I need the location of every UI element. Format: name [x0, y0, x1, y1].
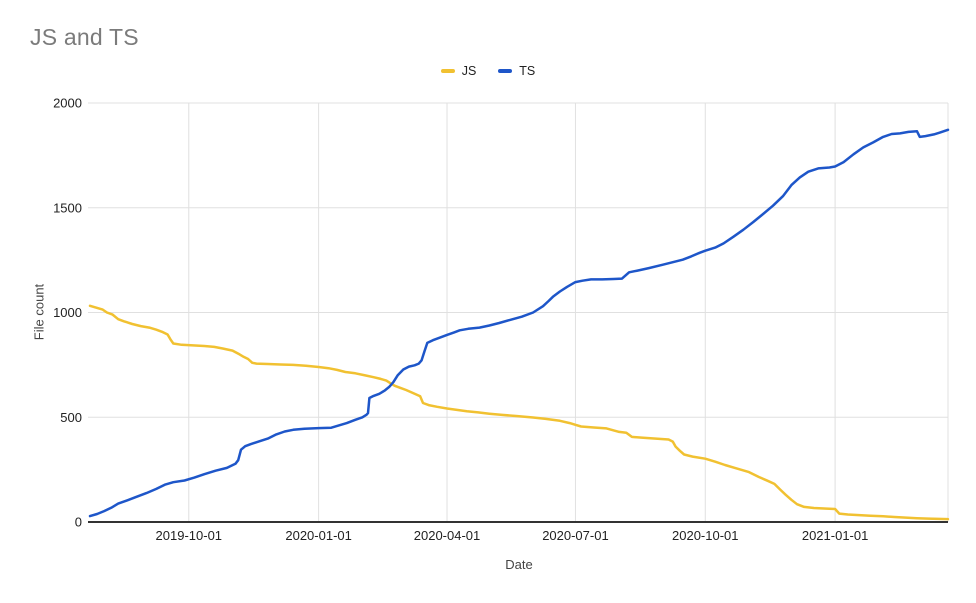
- legend-item-js: JS: [440, 64, 477, 78]
- ts-series-swatch-icon: [498, 69, 513, 73]
- y-tick-label: 2000: [53, 96, 82, 111]
- chart-title: JS and TS: [30, 24, 139, 50]
- x-tick-label: 2020-07-01: [542, 528, 609, 543]
- y-tick-label: 1000: [53, 305, 82, 320]
- y-tick-label: 1500: [53, 200, 82, 215]
- y-tick-label: 500: [60, 410, 82, 425]
- x-axis-title: Date: [505, 557, 533, 572]
- legend: JS TS: [0, 64, 976, 78]
- x-tick-label: 2020-04-01: [414, 528, 481, 543]
- y-tick-label: 0: [75, 515, 82, 530]
- js-series-swatch-icon: [440, 69, 455, 73]
- js-line: [88, 304, 950, 521]
- legend-label-js: JS: [461, 64, 477, 78]
- legend-label-ts: TS: [519, 64, 536, 78]
- x-tick-label: 2021-01-01: [802, 528, 869, 543]
- x-tick-label: 2020-10-01: [672, 528, 739, 543]
- x-tick-label: 2019-10-01: [156, 528, 223, 543]
- ts-line: [88, 128, 950, 518]
- legend-item-ts: TS: [498, 64, 535, 78]
- x-tick-label: 2020-01-01: [285, 528, 352, 543]
